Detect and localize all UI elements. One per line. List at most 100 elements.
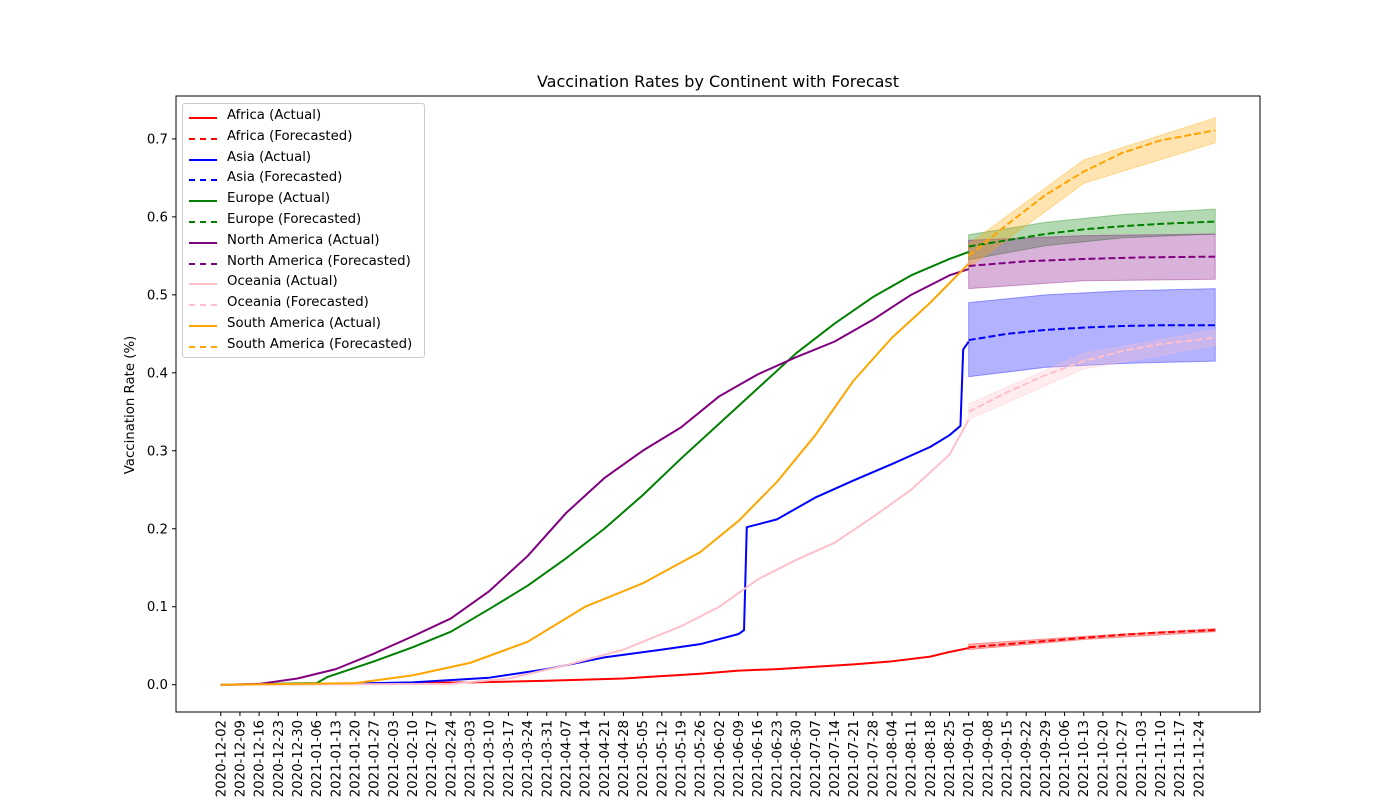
series-line: [968, 324, 1216, 342]
x-tick-label: 2021-06-16: [751, 720, 766, 797]
x-tick-label: 2020-12-09: [233, 720, 248, 797]
legend: Africa (Actual) Africa (Forecasted) Asia (…: [182, 103, 425, 358]
x-tick-label: 2021-10-13: [1077, 720, 1092, 797]
legend-item: Africa (Actual): [183, 106, 424, 126]
legend-swatch: [189, 262, 217, 265]
x-tick-label: 2021-11-17: [1173, 720, 1188, 797]
x-tick-label: 2021-01-13: [329, 720, 344, 797]
series-line: [220, 647, 969, 686]
x-tick-label: 2021-11-24: [1192, 720, 1207, 797]
legend-label: Europe (Actual): [227, 191, 331, 207]
legend-label: South America (Actual): [227, 316, 381, 331]
x-tick-label: 2020-12-02: [214, 720, 229, 797]
x-tick-label: 2020-12-16: [253, 720, 268, 797]
x-tick-label: 2021-02-10: [406, 720, 421, 797]
legend-swatch: [189, 117, 217, 119]
x-tick-label: 2021-05-12: [655, 720, 670, 797]
x-tick-label: 2021-08-18: [924, 720, 939, 797]
legend-label: Africa (Forecasted): [227, 128, 353, 144]
legend-swatch: [189, 325, 217, 327]
x-tick-label: 2021-07-21: [847, 720, 862, 797]
x-tick-label: 2021-02-24: [444, 720, 459, 797]
x-tick-label: 2021-10-20: [1096, 720, 1111, 797]
y-tick-label: 0.2: [147, 522, 168, 537]
x-tick-label: 2021-02-17: [425, 720, 440, 797]
series-line: [220, 419, 970, 686]
series-line: [220, 262, 970, 686]
legend-label: Asia (Actual): [227, 149, 312, 165]
y-tick-label: 0.0: [147, 678, 168, 693]
x-tick-label: 2021-01-27: [368, 720, 383, 797]
legend-label: Africa (Actual): [227, 108, 322, 123]
x-tick-label: 2021-07-14: [828, 720, 843, 797]
x-tick-label: 2021-11-10: [1154, 720, 1169, 797]
series-line: [220, 268, 969, 686]
x-tick-label: 2021-03-03: [464, 720, 479, 797]
x-tick-label: 2021-06-23: [770, 720, 785, 797]
y-tick-label: 0.5: [147, 288, 168, 303]
series-lines: [220, 129, 1216, 686]
x-tick-label: 2021-01-06: [310, 720, 325, 797]
x-tick-label: 2021-08-25: [943, 720, 958, 797]
x-tick-label: 2020-12-30: [291, 720, 306, 797]
x-tick-label: 2021-07-28: [866, 720, 881, 797]
x-tick-label: 2021-07-07: [809, 720, 824, 797]
x-tick-label: 2021-02-03: [387, 720, 402, 797]
legend-item: Africa (Forecasted): [183, 127, 424, 147]
plot-frame: [175, 95, 1261, 713]
x-tick-label: 2021-04-14: [579, 720, 594, 797]
y-tick-label: 0.7: [147, 132, 168, 147]
x-tick-label: 2021-03-10: [483, 720, 498, 797]
x-tick-label: 2021-05-05: [636, 720, 651, 797]
legend-label: North America (Forecasted): [227, 253, 411, 269]
x-tick-label: 2021-09-15: [1001, 720, 1016, 797]
x-tick-label: 2021-08-04: [885, 720, 900, 797]
x-tick-label: 2021-09-22: [1020, 720, 1035, 797]
legend-item: Asia (Forecasted): [183, 168, 424, 188]
y-tick-label: 0.1: [147, 600, 168, 615]
x-tick-label: 2021-05-26: [694, 720, 709, 797]
x-tick-label: 2021-05-19: [675, 720, 690, 797]
x-tick-label: 2021-10-06: [1058, 720, 1073, 797]
series-line: [968, 336, 1216, 413]
series-line: [220, 341, 970, 686]
legend-swatch: [189, 221, 217, 223]
series-line: [968, 255, 1216, 267]
x-tick-label: 2021-10-27: [1116, 720, 1131, 797]
legend-label: Oceania (Actual): [227, 274, 338, 290]
x-axis: 2020-12-02 2020-12-09 2020-12-16 2020-12-23…: [214, 712, 1207, 797]
x-tick-label: 2021-06-09: [732, 720, 747, 797]
x-tick-label: 2021-06-02: [713, 720, 728, 797]
forecast-bands: [968, 117, 1216, 651]
legend-item: Europe (Forecasted): [183, 210, 424, 230]
chart-title: Vaccination Rates by Continent with Fore…: [537, 72, 899, 91]
x-tick-label: 2021-08-11: [905, 720, 920, 797]
x-tick-label: 2021-04-28: [617, 720, 632, 797]
legend-swatch: [189, 137, 217, 140]
legend-item: North America (Actual): [183, 231, 424, 251]
legend-item: Asia (Actual): [183, 148, 424, 168]
x-tick-label: 2021-04-07: [559, 720, 574, 797]
legend-swatch: [189, 304, 217, 307]
legend-swatch: [189, 345, 217, 348]
x-tick-label: 2021-09-29: [1039, 720, 1054, 797]
legend-label: Oceania (Forecasted): [227, 295, 369, 311]
legend-item: Oceania (Actual): [183, 272, 424, 292]
y-axis-label: Vaccination Rate (%): [123, 336, 138, 475]
legend-item: Europe (Actual): [183, 189, 424, 209]
y-tick-label: 0.3: [147, 444, 168, 459]
x-tick-label: 2021-04-21: [598, 720, 613, 797]
forecast-band: [968, 288, 1216, 378]
legend-swatch: [189, 179, 217, 182]
legend-item: South America (Actual): [183, 314, 424, 334]
legend-item: North America (Forecasted): [183, 252, 424, 272]
legend-label: Europe (Forecasted): [227, 212, 362, 227]
series-line: [968, 220, 1216, 248]
legend-label: North America (Actual): [227, 232, 380, 248]
forecast-band: [968, 233, 1216, 290]
series-line: [220, 251, 970, 686]
legend-swatch: [189, 200, 217, 203]
x-tick-label: 2021-06-30: [790, 720, 805, 797]
x-tick-label: 2021-09-01: [962, 720, 977, 797]
